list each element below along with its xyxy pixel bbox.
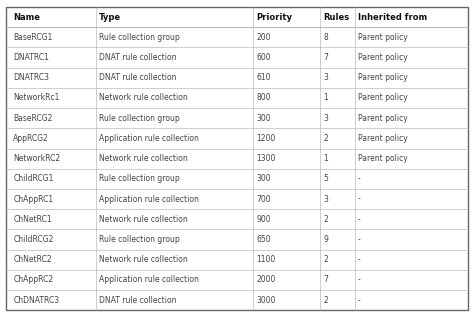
Text: Rule collection group: Rule collection group <box>99 114 180 123</box>
Text: Network rule collection: Network rule collection <box>99 215 188 224</box>
Text: 300: 300 <box>256 114 271 123</box>
Text: 5: 5 <box>323 174 328 183</box>
Text: Network rule collection: Network rule collection <box>99 154 188 163</box>
Text: 900: 900 <box>256 215 271 224</box>
Text: Network rule collection: Network rule collection <box>99 94 188 102</box>
Text: ChDNATRC3: ChDNATRC3 <box>13 296 59 305</box>
Text: Rule collection group: Rule collection group <box>99 235 180 244</box>
Text: ChNetRC2: ChNetRC2 <box>13 255 52 264</box>
Text: -: - <box>358 215 361 224</box>
Text: BaseRCG1: BaseRCG1 <box>13 33 53 42</box>
Text: DNATRC3: DNATRC3 <box>13 73 49 82</box>
Text: ChAppRC2: ChAppRC2 <box>13 276 53 284</box>
Text: DNATRC1: DNATRC1 <box>13 53 49 62</box>
Text: 300: 300 <box>256 174 271 183</box>
Text: Parent policy: Parent policy <box>358 114 408 123</box>
Text: Rule collection group: Rule collection group <box>99 174 180 183</box>
Text: 2: 2 <box>323 215 328 224</box>
Text: 2: 2 <box>323 134 328 143</box>
Text: 650: 650 <box>256 235 271 244</box>
Text: 800: 800 <box>256 94 271 102</box>
Text: Application rule collection: Application rule collection <box>99 134 199 143</box>
Text: BaseRCG2: BaseRCG2 <box>13 114 53 123</box>
Text: 200: 200 <box>256 33 271 42</box>
Text: 3: 3 <box>323 114 328 123</box>
Text: -: - <box>358 195 361 204</box>
Text: -: - <box>358 235 361 244</box>
Text: 3: 3 <box>323 73 328 82</box>
Text: 1100: 1100 <box>256 255 275 264</box>
Text: 610: 610 <box>256 73 271 82</box>
Text: 1: 1 <box>323 94 328 102</box>
Text: ChildRCG1: ChildRCG1 <box>13 174 54 183</box>
Text: 2: 2 <box>323 255 328 264</box>
Text: Parent policy: Parent policy <box>358 33 408 42</box>
Text: ChAppRC1: ChAppRC1 <box>13 195 53 204</box>
Text: 1200: 1200 <box>256 134 275 143</box>
Text: Application rule collection: Application rule collection <box>99 195 199 204</box>
Text: 7: 7 <box>323 53 328 62</box>
Text: 1: 1 <box>323 154 328 163</box>
Text: Type: Type <box>99 13 121 21</box>
Text: DNAT rule collection: DNAT rule collection <box>99 73 176 82</box>
Text: Parent policy: Parent policy <box>358 134 408 143</box>
Text: NetworkRC2: NetworkRC2 <box>13 154 60 163</box>
Text: 9: 9 <box>323 235 328 244</box>
Text: -: - <box>358 296 361 305</box>
Text: Network rule collection: Network rule collection <box>99 255 188 264</box>
Text: DNAT rule collection: DNAT rule collection <box>99 296 176 305</box>
Text: 700: 700 <box>256 195 271 204</box>
Text: NetworkRc1: NetworkRc1 <box>13 94 60 102</box>
Text: Inherited from: Inherited from <box>358 13 427 21</box>
Text: Name: Name <box>13 13 40 21</box>
Text: Application rule collection: Application rule collection <box>99 276 199 284</box>
Text: 3000: 3000 <box>256 296 275 305</box>
Text: -: - <box>358 255 361 264</box>
Text: 600: 600 <box>256 53 271 62</box>
Text: DNAT rule collection: DNAT rule collection <box>99 53 176 62</box>
Text: 2: 2 <box>323 296 328 305</box>
Text: ChNetRC1: ChNetRC1 <box>13 215 52 224</box>
Text: Parent policy: Parent policy <box>358 53 408 62</box>
Text: -: - <box>358 276 361 284</box>
Text: Rules: Rules <box>323 13 349 21</box>
Text: Parent policy: Parent policy <box>358 73 408 82</box>
Text: Parent policy: Parent policy <box>358 94 408 102</box>
Text: 2000: 2000 <box>256 276 275 284</box>
Text: 7: 7 <box>323 276 328 284</box>
Text: Parent policy: Parent policy <box>358 154 408 163</box>
Text: -: - <box>358 174 361 183</box>
Text: 3: 3 <box>323 195 328 204</box>
Text: Rule collection group: Rule collection group <box>99 33 180 42</box>
Text: Priority: Priority <box>256 13 292 21</box>
Text: 8: 8 <box>323 33 328 42</box>
Text: ChildRCG2: ChildRCG2 <box>13 235 54 244</box>
Text: AppRCG2: AppRCG2 <box>13 134 49 143</box>
Text: 1300: 1300 <box>256 154 275 163</box>
